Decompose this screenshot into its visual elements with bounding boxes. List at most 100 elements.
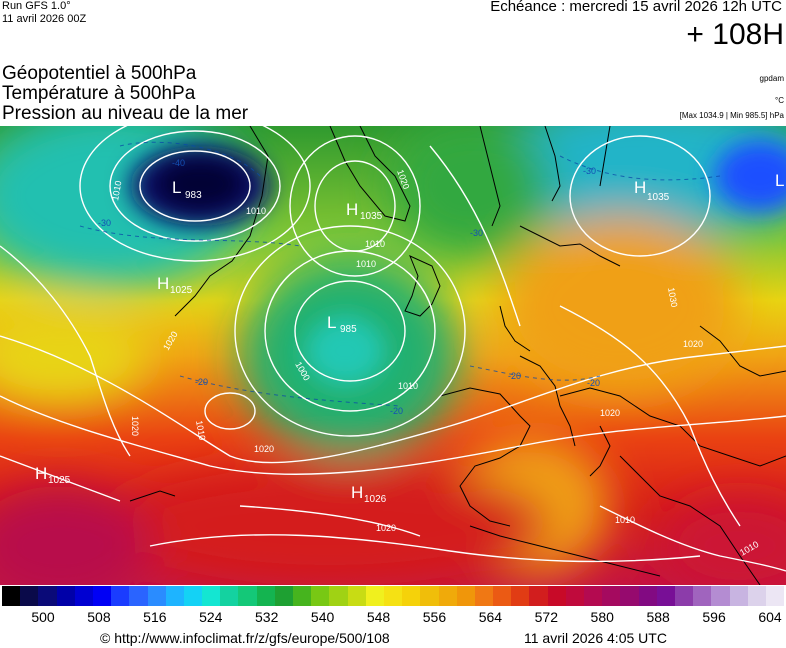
pressure-center-value: 1025 (170, 285, 193, 296)
run-model-label: Run GFS 1.0° (2, 0, 71, 12)
color-scale-swatch (438, 586, 457, 606)
isobar-label: 1010 (194, 420, 207, 441)
pressure-center-type: H (346, 200, 358, 219)
pressure-center-value: 1035 (647, 192, 670, 203)
isobar-label: 1010 (246, 206, 266, 216)
temperature-label: -20 (195, 377, 208, 387)
temperature-label: -30 (98, 218, 111, 228)
color-scale-swatch (293, 586, 312, 606)
pressure-center-value: 983 (185, 190, 202, 201)
unit-pressure-range: [Max 1034.9 | Min 985.5] hPa (679, 111, 784, 120)
color-scale-tick-label: 524 (199, 609, 223, 625)
color-scale-swatch (202, 586, 221, 606)
pressure-center-value: 1026 (364, 494, 387, 505)
color-scale-swatch (238, 586, 257, 606)
color-scale-swatch (474, 586, 494, 606)
pressure-center-type: H (351, 483, 363, 502)
temperature-label: -20 (390, 406, 403, 416)
color-scale-swatch (656, 586, 675, 606)
color-scale-swatch (584, 586, 603, 606)
color-scale-swatch (729, 586, 748, 606)
isobar-label: 1010 (398, 381, 418, 391)
isobar-labels: 1010 1010 1010 1020 1020 1010 1000 1010 … (110, 168, 760, 557)
color-scale-tick-label: 588 (646, 609, 670, 625)
color-scale-tick-label: 580 (590, 609, 614, 625)
run-date-label: 11 avril 2026 00Z (2, 13, 87, 25)
color-scale-tick-label: 532 (255, 609, 279, 625)
color-scale-swatch (56, 586, 75, 606)
color-scale-swatch (111, 586, 130, 606)
color-scale-swatch (256, 586, 275, 606)
color-scale-swatch (274, 586, 293, 606)
color-scale-swatch (183, 586, 203, 606)
color-scale-swatch (165, 586, 184, 606)
color-scale-tick-label: 548 (366, 609, 391, 625)
forecast-valid-time: Echéance : mercredi 15 avril 2026 12h UT… (490, 0, 782, 15)
color-scale-swatch (547, 586, 566, 606)
pressure-center-type: L (775, 171, 784, 190)
color-scale-ticks: 500 508 516 524 532 540 548 556 564 572 580 588 596 6… (0, 609, 786, 625)
color-scale-swatch (565, 586, 584, 606)
weather-map-canvas: L 983 H 1035 H 1025 L 985 H 1025 H 1026 … (0, 126, 786, 585)
isobar-label: 1020 (161, 330, 180, 352)
color-scale-tick-label: 572 (534, 609, 558, 625)
temperature-labels: -40 -30 -30 -30 -20 -20 -20 -20 (98, 158, 600, 416)
color-scale-tick-label: 596 (702, 609, 726, 625)
temperature-label: -30 (470, 228, 483, 238)
color-scale-swatch (365, 586, 384, 606)
unit-geopotential: gpdam (759, 74, 784, 83)
color-scale-swatch (347, 586, 366, 606)
color-scale-swatch (638, 586, 657, 606)
isobar-label: 1010 (110, 180, 123, 201)
color-scale-swatch (747, 586, 766, 606)
color-scale-swatch (383, 586, 403, 606)
pressure-center-type: H (634, 178, 646, 197)
color-scale-tick-label: 516 (143, 609, 167, 625)
color-scale-swatch (693, 586, 712, 606)
parameter-pressure: Pression au niveau de la mer (2, 103, 249, 124)
source-url: © http://www.infoclimat.fr/z/gfs/europe/… (100, 630, 390, 646)
coastlines (129, 126, 786, 585)
isobar-label: 1030 (666, 287, 679, 308)
pressure-center-value: 1025 (48, 475, 71, 486)
color-scale-tick-label: 508 (87, 609, 111, 625)
isobar-label: 1010 (615, 515, 635, 525)
color-scale-swatch (493, 586, 512, 606)
isobar-label: 1010 (356, 259, 376, 269)
isobar-label: 1020 (600, 408, 620, 418)
parameter-temperature: Température à 500hPa (2, 83, 196, 104)
temperature-label: -20 (587, 378, 600, 388)
color-scale (2, 586, 785, 606)
pressure-center-value: 985 (340, 324, 357, 335)
forecast-horizon: + 108H (686, 18, 784, 51)
isobar-label: 1020 (254, 444, 274, 454)
isobar-label: 1010 (365, 239, 385, 249)
color-scale-swatch (220, 586, 239, 606)
color-scale-swatch (129, 586, 148, 606)
color-scale-swatch (329, 586, 348, 606)
pressure-center-type: L (327, 313, 336, 332)
isobar-label: 1020 (683, 339, 703, 349)
color-scale-swatch (147, 586, 166, 606)
color-scale-swatch (311, 586, 330, 606)
isobar-label: 1020 (130, 416, 140, 436)
color-scale-swatch (674, 586, 694, 606)
pressure-center-type: H (35, 464, 47, 483)
color-scale-swatch (420, 586, 439, 606)
color-scale-swatch (529, 586, 548, 606)
color-scale-tick-label: 500 (31, 609, 55, 625)
temperature-label: -30 (583, 166, 596, 176)
parameter-geopotential: Géopotentiel à 500hPa (2, 63, 197, 84)
color-scale-swatch (92, 586, 112, 606)
color-scale-swatch (765, 586, 785, 606)
isotherms (79, 141, 721, 407)
color-scale-tick-label: 540 (310, 609, 335, 625)
color-scale-swatch (74, 586, 93, 606)
generated-time: 11 avril 2026 4:05 UTC (524, 630, 667, 646)
color-scale-swatch (402, 586, 421, 606)
isobars (0, 126, 786, 572)
color-scale-tick-label: 604 (758, 609, 782, 625)
color-scale-swatch (511, 586, 530, 606)
color-scale-swatch (20, 586, 39, 606)
weather-map: L 983 H 1035 H 1025 L 985 H 1025 H 1026 … (0, 126, 786, 585)
